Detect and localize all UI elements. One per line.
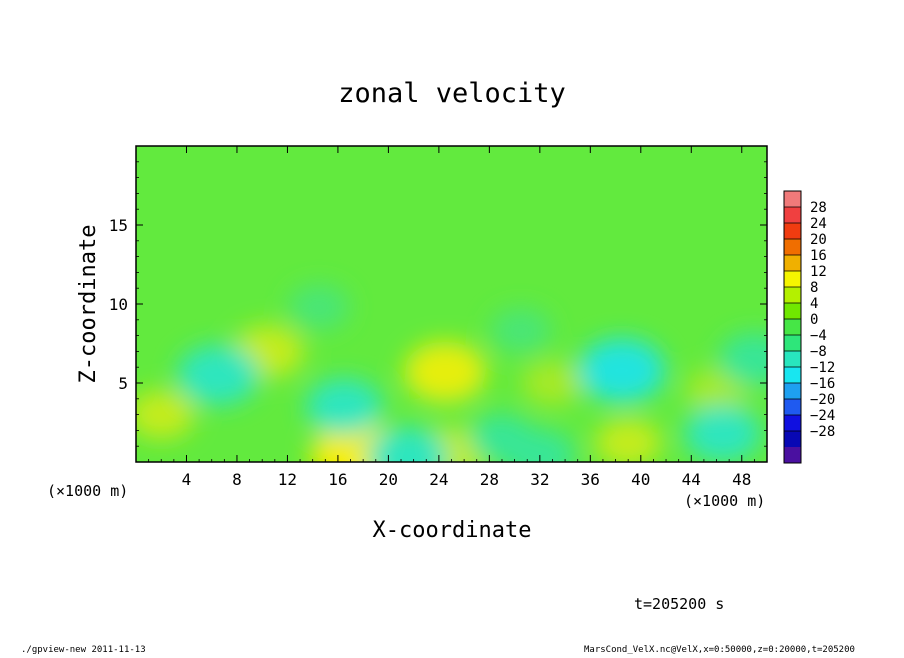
- x-tick-label: 40: [631, 470, 650, 489]
- colorbar-swatch: [784, 303, 801, 320]
- colorbar-frame: [783, 190, 802, 464]
- x-tick-label: 8: [232, 470, 242, 489]
- colorbar-swatch: [784, 431, 801, 448]
- x-tick-label: 24: [429, 470, 448, 489]
- y-tick-label: 10: [109, 295, 128, 314]
- colorbar-swatch: [784, 239, 801, 256]
- colorbar-swatch: [784, 351, 801, 368]
- field-cold-17: [288, 284, 350, 330]
- plot-area: [136, 146, 767, 462]
- x-tick-label: 28: [480, 470, 499, 489]
- footer-right: MarsCond_VelX.nc@VelX,x=0:50000,z=0:2000…: [584, 645, 855, 654]
- colorbar-label: −4: [810, 328, 827, 344]
- field-cold-9: [305, 378, 383, 436]
- colorbar-swatch: [784, 191, 801, 208]
- colorbar-swatch: [784, 383, 801, 400]
- x-axis-label: X-coordinate: [373, 518, 532, 543]
- colorbar: [783, 190, 802, 464]
- footer-left: ./gpview-new 2011-11-13: [21, 645, 146, 654]
- x-tick-label: 20: [379, 470, 398, 489]
- colorbar-swatch: [784, 399, 801, 416]
- y-axis: 5 10 15: [109, 161, 767, 447]
- field-warm-0: [404, 341, 487, 403]
- colorbar-swatch: [784, 319, 801, 336]
- colorbar-label: 20: [810, 232, 827, 248]
- x-tick-label: 48: [732, 470, 751, 489]
- x-unit-left: (×1000 m): [47, 482, 128, 500]
- colorbar-swatch: [784, 223, 801, 240]
- field-features: [136, 284, 767, 462]
- colorbar-label: 0: [810, 312, 818, 328]
- colorbar-swatch: [784, 207, 801, 224]
- field-warm-6: [594, 418, 662, 462]
- time-label: t=205200 s: [634, 595, 724, 613]
- x-tick-label: 32: [530, 470, 549, 489]
- field-warm-5: [521, 360, 584, 406]
- x-tick-label: 44: [682, 470, 701, 489]
- field-warm-4: [136, 389, 195, 440]
- colorbar-label: 28: [810, 200, 827, 216]
- colorbar-swatch: [784, 447, 801, 464]
- colorbar-label: −24: [810, 408, 835, 424]
- field-cold-16: [490, 308, 552, 354]
- colorbar-label: −28: [810, 424, 835, 440]
- field-cold-12: [684, 405, 762, 462]
- x-tick-label: 12: [278, 470, 297, 489]
- field-cold-13: [718, 332, 767, 386]
- colorbar-label: −8: [810, 344, 827, 360]
- plot-background: [136, 146, 767, 462]
- field-cold-14: [366, 427, 449, 462]
- x-tick-label: 16: [328, 470, 347, 489]
- y-tick-label: 5: [118, 374, 128, 393]
- colorbar-label: 12: [810, 264, 827, 280]
- x-axis: 4 8 12 16 20 24 28 32 36 40 44 48: [148, 146, 755, 489]
- colorbar-label: 4: [810, 296, 818, 312]
- field-cold-8: [177, 344, 259, 406]
- field-cold-15: [503, 429, 576, 462]
- colorbar-label: −20: [810, 392, 835, 408]
- colorbar-label: 24: [810, 216, 827, 232]
- field-cold-10: [578, 338, 666, 403]
- x-tick-label: 4: [182, 470, 192, 489]
- colorbar-swatch: [784, 415, 801, 432]
- colorbar-swatch: [784, 367, 801, 384]
- colorbar-swatch: [784, 287, 801, 304]
- colorbar-swatch: [784, 255, 801, 272]
- y-tick-label: 15: [109, 216, 128, 235]
- colorbar-label: 8: [810, 280, 818, 296]
- colorbar-label: 16: [810, 248, 827, 264]
- colorbar-label: −12: [810, 360, 835, 376]
- colorbar-swatch: [784, 335, 801, 352]
- colorbar-label: −16: [810, 376, 835, 392]
- x-unit-right: (×1000 m): [684, 492, 765, 510]
- x-tick-label: 36: [581, 470, 600, 489]
- chart-title: zonal velocity: [338, 78, 566, 109]
- y-axis-label: Z-coordinate: [76, 225, 101, 384]
- colorbar-swatch: [784, 271, 801, 288]
